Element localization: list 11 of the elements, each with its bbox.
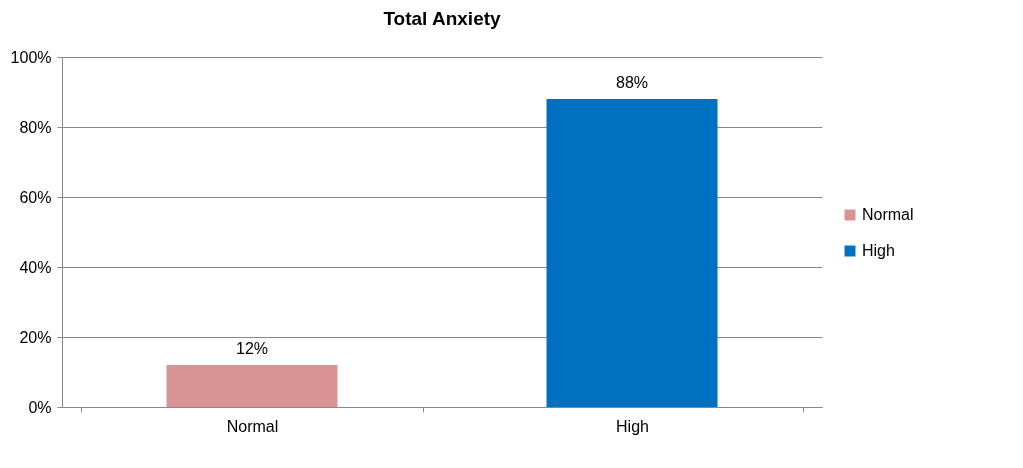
- y-tick-label: 0%: [28, 398, 52, 416]
- chart-title: Total Anxiety: [383, 8, 502, 29]
- y-tick-label: 100%: [10, 48, 52, 66]
- y-tick-label: 80%: [19, 118, 52, 136]
- y-tick-label: 40%: [19, 258, 52, 276]
- legend-label: Normal: [862, 206, 914, 223]
- y-tick-label: 20%: [19, 328, 52, 346]
- data-label: 88%: [615, 74, 649, 91]
- legend-label: High: [862, 242, 895, 259]
- y-tick-label: 60%: [19, 188, 52, 206]
- data-label: 12%: [235, 340, 269, 357]
